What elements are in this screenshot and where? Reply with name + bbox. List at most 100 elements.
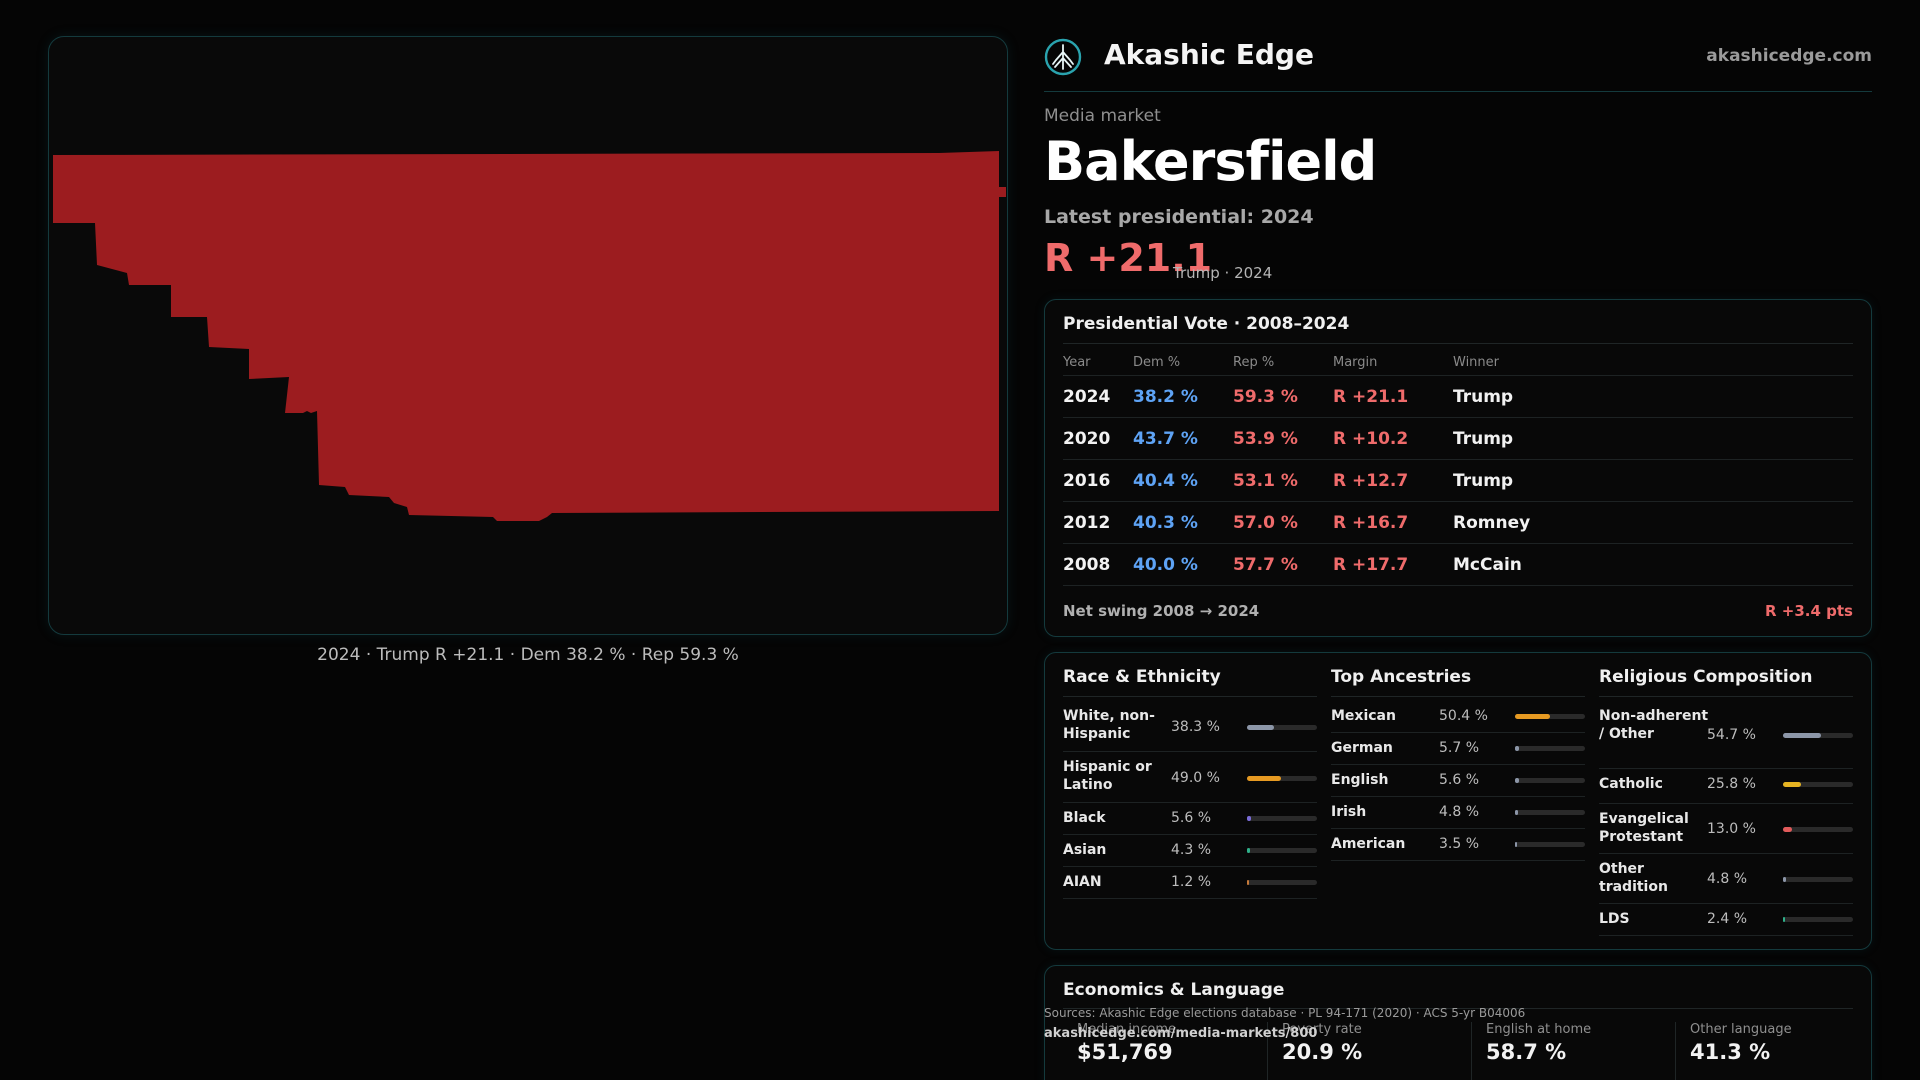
list-item: Catholic 25.8 % bbox=[1599, 769, 1853, 804]
row-year: 2012 bbox=[1063, 513, 1111, 533]
religious-composition-column: Religious Composition Non-adherent / Oth… bbox=[1599, 653, 1853, 951]
list-item: Mexican 50.4 % bbox=[1331, 701, 1585, 733]
economics-language-title: Economics & Language bbox=[1063, 980, 1285, 1000]
permalink[interactable]: akashicedge.com/media-markets/800 bbox=[1044, 1026, 1318, 1041]
row-winner: McCain bbox=[1453, 555, 1522, 575]
list-item: Hispanic or Latino 49.0 % bbox=[1063, 752, 1317, 803]
header-rep: Rep % bbox=[1233, 355, 1275, 370]
market-map[interactable] bbox=[49, 37, 1008, 635]
demographics-card: Race & Ethnicity White, non-Hispanic 38.3… bbox=[1044, 652, 1872, 950]
row-dem: 38.2 % bbox=[1133, 387, 1198, 407]
brand-domain-link[interactable]: akashicedge.com bbox=[1706, 46, 1872, 66]
row-rep: 59.3 % bbox=[1233, 387, 1298, 407]
share-bar-fill bbox=[1515, 842, 1518, 847]
item-value: 13.0 % bbox=[1707, 821, 1756, 837]
list-item: Other tradition 4.8 % bbox=[1599, 854, 1853, 904]
share-bar-fill bbox=[1247, 724, 1274, 730]
race-ethnicity-title: Race & Ethnicity bbox=[1063, 667, 1221, 687]
top-ancestries-title: Top Ancestries bbox=[1331, 667, 1472, 687]
table-row: 2008 40.0 % 57.7 % R +17.7 McCain bbox=[1063, 544, 1853, 586]
page-kicker: Media market bbox=[1044, 106, 1161, 126]
share-bar-track bbox=[1247, 724, 1317, 730]
econ-value: 41.3 % bbox=[1690, 1040, 1771, 1064]
share-bar-track bbox=[1515, 746, 1585, 751]
item-value: 49.0 % bbox=[1171, 769, 1220, 786]
net-swing-label: Net swing 2008 → 2024 bbox=[1063, 602, 1260, 620]
divider bbox=[1063, 343, 1853, 344]
item-value: 50.4 % bbox=[1439, 708, 1488, 724]
share-bar-fill bbox=[1247, 880, 1249, 885]
list-item: Non-adherent / Other 54.7 % bbox=[1599, 701, 1853, 769]
row-year: 2024 bbox=[1063, 387, 1111, 407]
religious-composition-title: Religious Composition bbox=[1599, 667, 1813, 687]
latest-winner-year: Trump · 2024 bbox=[1173, 264, 1273, 282]
share-bar-track bbox=[1247, 775, 1317, 781]
share-bar-track bbox=[1515, 778, 1585, 783]
item-label: Other tradition bbox=[1599, 861, 1668, 895]
share-bar-fill bbox=[1783, 917, 1785, 922]
share-bar-fill bbox=[1783, 782, 1802, 787]
item-label: Catholic bbox=[1599, 776, 1663, 792]
econ-other-language: Other language 41.3 % bbox=[1675, 1022, 1865, 1080]
econ-label: English at home bbox=[1486, 1022, 1592, 1037]
list-item: English 5.6 % bbox=[1331, 765, 1585, 797]
header-winner: Winner bbox=[1453, 355, 1500, 370]
econ-value: $51,769 bbox=[1077, 1040, 1173, 1064]
row-margin: R +21.1 bbox=[1333, 387, 1409, 407]
share-bar-fill bbox=[1515, 746, 1519, 751]
share-bar-fill bbox=[1247, 848, 1250, 853]
akashic-tree-logo-icon[interactable] bbox=[1044, 38, 1082, 76]
row-winner: Trump bbox=[1453, 471, 1514, 491]
item-value: 4.8 % bbox=[1439, 804, 1480, 820]
share-bar-track bbox=[1515, 714, 1585, 719]
market-details: Akashic Edge akashicedge.com Media marke… bbox=[1044, 0, 1872, 1080]
list-item: Irish 4.8 % bbox=[1331, 797, 1585, 829]
item-label: Black bbox=[1063, 810, 1106, 826]
econ-value: 58.7 % bbox=[1486, 1040, 1567, 1064]
brand-name[interactable]: Akashic Edge bbox=[1104, 38, 1314, 71]
market-region-shape[interactable] bbox=[53, 151, 1006, 521]
table-row: 2020 43.7 % 53.9 % R +10.2 Trump bbox=[1063, 418, 1853, 460]
share-bar-track bbox=[1247, 848, 1317, 853]
item-value: 38.3 % bbox=[1171, 718, 1220, 735]
item-value: 54.7 % bbox=[1707, 727, 1756, 743]
row-margin: R +12.7 bbox=[1333, 471, 1409, 491]
item-value: 3.5 % bbox=[1439, 836, 1480, 852]
share-bar-track bbox=[1783, 917, 1853, 922]
latest-margin: R +21.1 bbox=[1044, 236, 1213, 280]
row-rep: 53.9 % bbox=[1233, 429, 1298, 449]
share-bar-fill bbox=[1247, 816, 1251, 821]
net-swing-value: R +3.4 pts bbox=[1765, 602, 1853, 620]
item-value: 25.8 % bbox=[1707, 776, 1756, 792]
row-year: 2020 bbox=[1063, 429, 1111, 449]
header-margin: Margin bbox=[1333, 355, 1378, 370]
row-winner: Trump bbox=[1453, 429, 1514, 449]
list-item: Asian 4.3 % bbox=[1063, 835, 1317, 867]
divider bbox=[1599, 696, 1853, 697]
share-bar-fill bbox=[1783, 733, 1822, 738]
vote-table-header: Year Dem % Rep % Margin Winner bbox=[1063, 350, 1853, 376]
item-value: 4.8 % bbox=[1707, 871, 1748, 887]
map-panel[interactable] bbox=[48, 36, 1008, 635]
row-dem: 40.0 % bbox=[1133, 555, 1198, 575]
row-year: 2016 bbox=[1063, 471, 1111, 491]
item-label: Irish bbox=[1331, 804, 1367, 820]
share-bar-track bbox=[1783, 827, 1853, 832]
item-value: 4.3 % bbox=[1171, 842, 1212, 858]
share-bar-fill bbox=[1783, 827, 1793, 832]
presidential-vote-card: Presidential Vote · 2008–2024 Year Dem %… bbox=[1044, 299, 1872, 637]
share-bar-track bbox=[1247, 880, 1317, 885]
row-rep: 57.0 % bbox=[1233, 513, 1298, 533]
share-bar-fill bbox=[1247, 775, 1282, 781]
row-rep: 53.1 % bbox=[1233, 471, 1298, 491]
row-winner: Trump bbox=[1453, 387, 1514, 407]
item-value: 5.7 % bbox=[1439, 740, 1480, 756]
presidential-vote-title: Presidential Vote · 2008–2024 bbox=[1063, 314, 1350, 334]
header-year: Year bbox=[1063, 355, 1091, 370]
divider bbox=[1063, 696, 1317, 697]
share-bar-track bbox=[1515, 842, 1585, 847]
header-dem: Dem % bbox=[1133, 355, 1181, 370]
item-label: Evangelical Protestant bbox=[1599, 811, 1689, 845]
latest-presidential-label: Latest presidential: 2024 bbox=[1044, 206, 1314, 228]
list-item: White, non-Hispanic 38.3 % bbox=[1063, 701, 1317, 752]
